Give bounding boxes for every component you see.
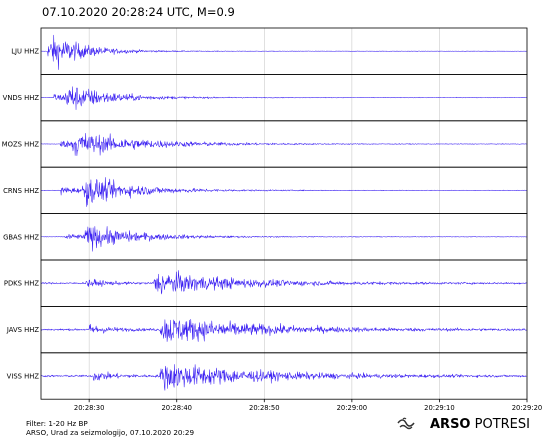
credit-label: ARSO, Urad za seizmologijo, 07.10.2020 2… [26, 428, 195, 437]
footer-text: Filter: 1-20 Hz BP ARSO, Urad za seizmol… [26, 419, 194, 437]
filter-label: Filter: 1-20 Hz BP [26, 419, 88, 428]
time-axis: 20:28:30 20:28:40 20:28:50 20:29:00 20:29:10… [74, 399, 542, 412]
station-label: GBAS HHZ [3, 233, 39, 241]
panel-frame [40, 352, 528, 400]
station-labels: LJU HHZ VNDS HHZ MOZS HHZ CRNS HHZ GBAS HHZ P… [2, 48, 40, 381]
panel-frames [40, 27, 528, 400]
trace-mozs [40, 132, 527, 156]
time-tick-label: 20:29:10 [424, 404, 455, 412]
time-tick-label: 20:28:50 [249, 404, 280, 412]
arso-logo: ARSO POTRESI [396, 416, 530, 432]
time-tick-label: 20:28:30 [74, 404, 105, 412]
time-tick-label: 20:29:20 [512, 404, 543, 412]
station-label: CRNS HHZ [3, 187, 39, 195]
station-label: LJU HHZ [11, 48, 39, 56]
trace-pdks [40, 270, 527, 295]
trace-viss [40, 364, 527, 391]
station-label: PDKS HHZ [4, 280, 39, 288]
seismogram-plot: LJU HHZ VNDS HHZ MOZS HHZ CRNS HHZ GBAS HHZ P… [2, 27, 542, 412]
station-label: VISS HHZ [7, 373, 40, 381]
traces [40, 34, 527, 391]
station-label: VNDS HHZ [3, 94, 40, 102]
logo-product: POTRESI [474, 416, 530, 432]
seismograph-wave-icon [397, 417, 415, 430]
trace-gbas [40, 226, 527, 252]
trace-lju [40, 34, 527, 70]
trace-javs [40, 318, 527, 342]
station-label: JAVS HHZ [6, 326, 39, 334]
time-tick-label: 20:28:40 [161, 404, 192, 412]
logo-brand: ARSO [430, 416, 471, 432]
trace-crns [40, 177, 527, 207]
time-tick-label: 20:29:00 [337, 404, 368, 412]
station-label: MOZS HHZ [2, 141, 40, 149]
chart-title: 07.10.2020 20:28:24 UTC, M=0.9 [42, 5, 235, 19]
trace-vnds [40, 86, 527, 110]
